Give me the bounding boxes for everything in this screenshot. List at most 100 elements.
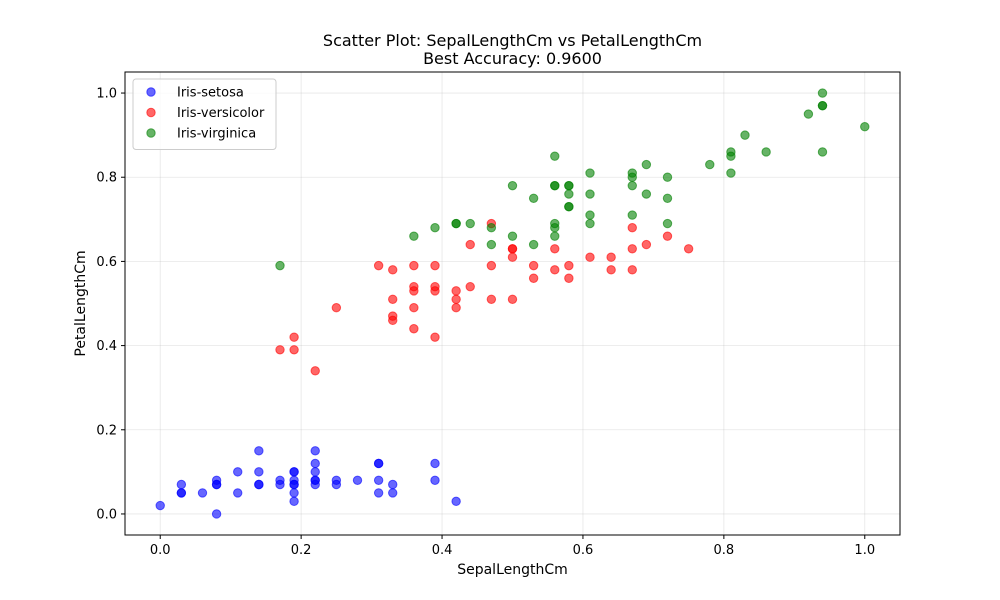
y-tick-label: 0.0 [96, 507, 117, 522]
data-point [430, 332, 440, 342]
data-point [564, 260, 574, 271]
data-point [211, 509, 222, 519]
y-tick-label: 0.2 [96, 423, 117, 438]
data-point [451, 286, 461, 296]
y-tick-label: 0.4 [96, 339, 117, 354]
data-point [430, 286, 440, 296]
data-point [761, 147, 771, 157]
x-tick-label: 0.8 [714, 543, 735, 558]
data-point [373, 458, 384, 469]
data-point [803, 109, 814, 119]
points-layer [155, 88, 870, 519]
series-iris-versicolor [275, 218, 694, 376]
data-point [289, 467, 299, 477]
data-point [388, 265, 398, 275]
data-point [564, 273, 574, 283]
data-point [331, 479, 342, 490]
data-point [585, 252, 595, 262]
data-point [451, 303, 461, 313]
data-point [289, 479, 299, 490]
data-point [564, 180, 574, 191]
data-point [662, 218, 673, 229]
data-point [451, 496, 461, 507]
data-point [275, 260, 285, 271]
y-tick-label: 0.6 [96, 255, 117, 270]
data-point [507, 231, 518, 241]
data-point [641, 159, 652, 170]
data-point [627, 265, 637, 275]
data-point [585, 168, 595, 178]
x-tick-label: 0.2 [291, 543, 312, 558]
data-point [233, 467, 243, 477]
data-point [486, 239, 497, 250]
data-point [585, 218, 595, 229]
legend-marker [146, 87, 156, 97]
data-point [528, 260, 539, 271]
data-point [331, 303, 342, 313]
data-point [585, 189, 595, 199]
data-point [465, 239, 475, 250]
data-point [550, 180, 560, 191]
data-point [352, 475, 363, 485]
data-point [641, 239, 652, 250]
x-tick-label: 0.4 [432, 543, 453, 558]
legend-label: Iris-setosa [177, 86, 244, 101]
data-point [627, 180, 637, 191]
data-point [310, 366, 320, 376]
data-point [726, 151, 736, 161]
data-point [289, 488, 299, 498]
data-point [409, 231, 419, 241]
data-point [430, 223, 440, 233]
legend-item: Iris-setosa [146, 86, 244, 101]
data-point [409, 303, 419, 313]
data-point [373, 488, 384, 498]
data-point [550, 244, 560, 254]
data-point [254, 446, 264, 456]
data-point [388, 315, 398, 326]
data-point [683, 244, 694, 254]
data-point [197, 488, 208, 498]
y-tick-label: 1.0 [96, 87, 117, 102]
data-point [430, 458, 440, 469]
data-point [310, 467, 320, 477]
legend: Iris-setosa Iris-versicolor Iris-virginica [132, 78, 277, 150]
data-point [528, 239, 539, 250]
data-point [705, 159, 715, 170]
data-point [211, 475, 222, 485]
y-axis-label: PetalLengthCm [73, 250, 89, 356]
data-point [606, 252, 616, 262]
data-point [627, 172, 637, 182]
data-point [176, 479, 187, 490]
data-point [740, 130, 750, 140]
data-point [662, 193, 673, 203]
data-point [507, 294, 518, 304]
data-point [373, 260, 384, 271]
data-point [388, 479, 398, 490]
data-point [388, 294, 398, 304]
data-point [233, 488, 243, 498]
data-point [564, 201, 574, 212]
series-iris-setosa [155, 446, 461, 519]
data-point [507, 244, 518, 254]
data-point [289, 496, 299, 507]
data-point [726, 168, 736, 178]
data-point [409, 260, 419, 271]
data-point [373, 475, 384, 485]
data-point [486, 260, 497, 271]
data-point [507, 252, 518, 262]
data-point [641, 189, 652, 199]
data-point [310, 479, 320, 490]
data-point [289, 345, 299, 355]
data-point [430, 475, 440, 485]
x-axis-label: SepalLengthCm [457, 562, 568, 578]
data-point [550, 231, 560, 241]
data-point [486, 294, 497, 304]
data-point [627, 223, 637, 233]
data-point [528, 273, 539, 283]
x-tick-label: 0.6 [573, 543, 594, 558]
data-point [528, 193, 539, 203]
data-point [627, 244, 637, 254]
data-point [817, 100, 828, 111]
data-point [430, 260, 440, 271]
data-point [606, 265, 616, 275]
